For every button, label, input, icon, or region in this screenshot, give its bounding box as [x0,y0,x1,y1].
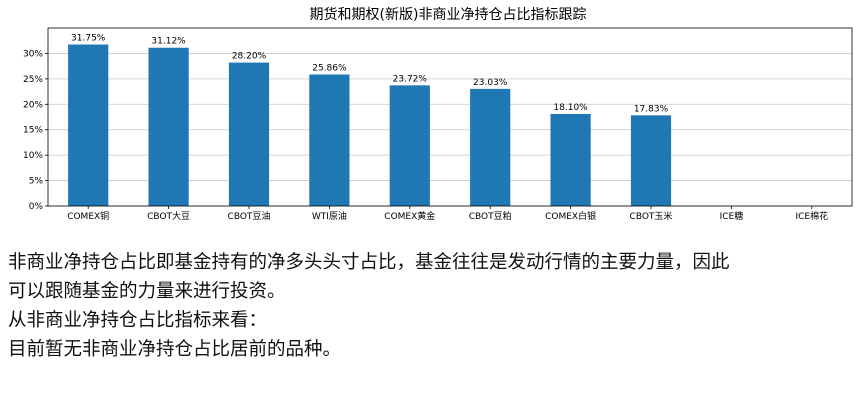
bar-value-label: 18.10% [553,103,588,113]
bar [470,88,511,206]
x-axis-ticks: COMEX铜 CBOT大豆 CBOT豆油 WTI原油 COMEX黄金 CBOT豆粕 COME… [67,206,828,222]
bar-value-label: 23.03% [473,78,508,88]
plot-frame [47,27,853,207]
x-tick-label: COMEX黄金 [384,210,435,222]
bar [550,113,591,206]
bar [68,44,109,207]
bar [309,74,350,206]
x-tick-label: CBOT玉米 [630,210,673,222]
bar [630,115,672,206]
description-line-3: 从非商业净持仓占比指标来看： [8,310,268,331]
bar [228,62,270,206]
y-tick-label: 15% [23,126,43,136]
bar-value-label: 17.83% [634,104,669,114]
y-tick-label: 0% [29,202,44,212]
x-tick-label: ICE棉花 [795,210,828,222]
x-tick-label: COMEX铜 [67,210,109,222]
bar [148,47,189,206]
y-tick-label: 5% [29,177,44,187]
x-tick-label: CBOT豆粕 [469,210,512,222]
bar-value-label: 25.86% [312,63,347,73]
bar-value-label: 31.12% [151,37,186,47]
bar-chart: 期货和期权(新版)非商业净持仓占比指标跟踪 31.75% 31.12% 28.20%… [23,6,853,222]
bars [68,44,672,207]
x-tick-label: ICE糖 [720,210,744,222]
y-axis-ticks: 0% 5% 10% 15% 20% 25% 30% [23,49,48,212]
description: 非商业净持仓占比即基金持有的净多头头寸占比，基金往往是发动行情的主要力量，因此 … [8,248,858,364]
x-tick-label: CBOT豆油 [228,210,271,222]
bar-labels: 31.75% 31.12% 28.20% 25.86% 23.72% 23.03% 18.1… [71,34,669,115]
y-tick-label: 10% [23,151,43,161]
x-tick-label: CBOT大豆 [147,210,190,222]
x-tick-label: COMEX白银 [545,210,596,222]
bar [389,85,430,206]
description-line-4: 目前暂无非商业净持仓占比居前的品种。 [8,339,342,360]
y-tick-label: 30% [23,49,43,59]
bar-value-label: 31.75% [71,34,106,44]
chart-title: 期货和期权(新版)非商业净持仓占比指标跟踪 [310,6,587,23]
y-tick-label: 20% [23,100,43,110]
x-tick-label: WTI原油 [312,210,347,222]
description-line-2: 可以跟随基金的力量来进行投资。 [8,281,286,302]
description-line-1: 非商业净持仓占比即基金持有的净多头头寸占比，基金往往是发动行情的主要力量，因此 [8,252,730,273]
bar-value-label: 23.72% [393,74,428,84]
bar-value-label: 28.20% [232,52,267,62]
y-tick-label: 25% [23,75,43,85]
